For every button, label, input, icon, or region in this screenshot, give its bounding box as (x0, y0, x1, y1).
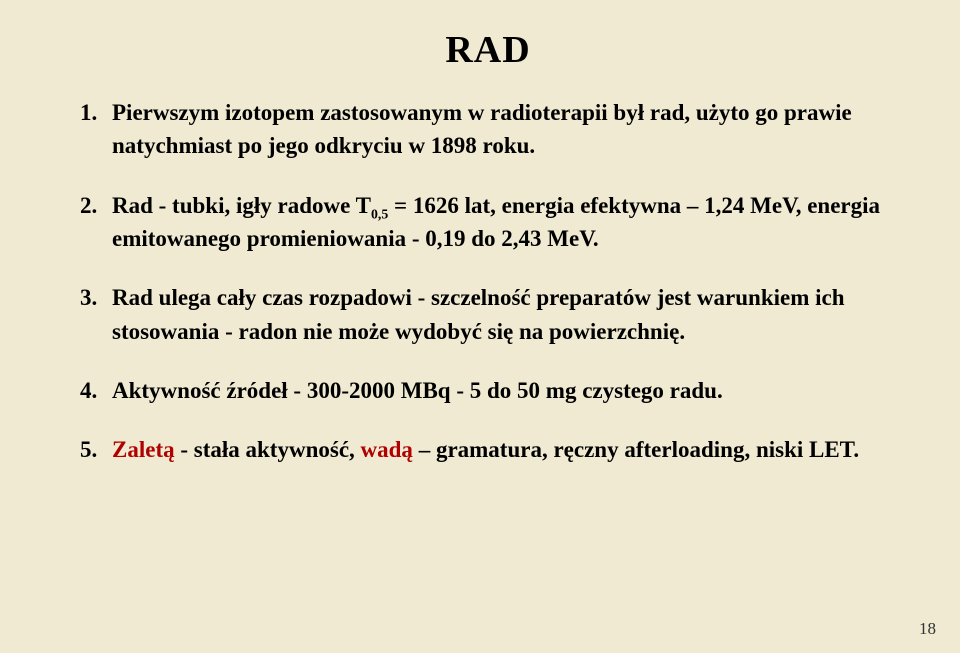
item-text-pre: Rad - tubki, igły radowe T (112, 193, 371, 218)
page-title: RAD (80, 28, 896, 72)
item-body: Rad ulega cały czas rozpadowi - szczelno… (112, 281, 896, 348)
item-body: Rad - tubki, igły radowe T0,5 = 1626 lat… (112, 189, 896, 256)
list-item: 5. Zaletą - stała aktywność, wadą – gram… (80, 433, 896, 466)
list-item: 3. Rad ulega cały czas rozpadowi - szcze… (80, 281, 896, 348)
list-item: 1. Pierwszym izotopem zastosowanym w rad… (80, 96, 896, 163)
item-number: 2. (80, 189, 112, 222)
item-number: 4. (80, 374, 112, 407)
accent-word: wadą (361, 437, 413, 462)
page-number: 18 (919, 619, 936, 639)
item-number: 3. (80, 281, 112, 314)
item-text-post: – gramatura, ręczny afterloading, niski … (413, 437, 859, 462)
item-text-mid: - stała aktywność, (175, 437, 361, 462)
item-number: 1. (80, 96, 112, 129)
list-item: 4. Aktywność źródeł - 300-2000 MBq - 5 d… (80, 374, 896, 407)
subscript: 0,5 (371, 206, 388, 221)
item-body: Pierwszym izotopem zastosowanym w radiot… (112, 96, 896, 163)
slide-page: RAD 1. Pierwszym izotopem zastosowanym w… (0, 0, 960, 653)
item-body: Zaletą - stała aktywność, wadą – gramatu… (112, 433, 859, 466)
accent-word: Zaletą (112, 437, 175, 462)
item-body: Aktywność źródeł - 300-2000 MBq - 5 do 5… (112, 374, 723, 407)
item-number: 5. (80, 433, 112, 466)
list-item: 2. Rad - tubki, igły radowe T0,5 = 1626 … (80, 189, 896, 256)
